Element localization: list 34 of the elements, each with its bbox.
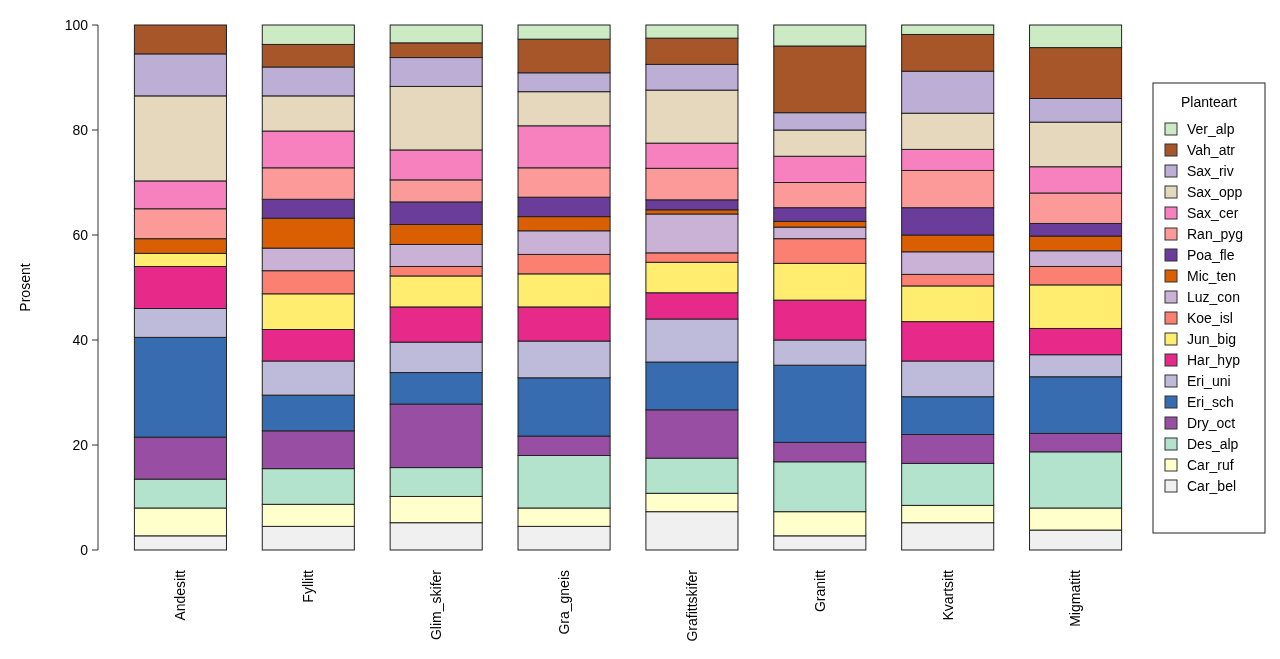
x-tick-label: Migmatitt (1067, 569, 1084, 627)
legend-label: Poa_fle (1187, 246, 1235, 263)
y-tick-label: 100 (64, 16, 89, 33)
legend-label: Eri_uni (1187, 372, 1231, 389)
x-tick-label: Gra_gneis (555, 570, 572, 635)
legend-label: Ran_pyg (1187, 225, 1244, 242)
legend-label: Eri_sch (1187, 393, 1234, 410)
text: Car_bel (1187, 477, 1237, 494)
y-tick-label: 40 (72, 331, 89, 348)
legend-label: Sax_opp (1187, 183, 1243, 200)
legend-label: Sax_cer (1187, 204, 1239, 221)
legend-label: Sax_riv (1187, 162, 1234, 179)
x-tick-label: Grafittskifer (683, 569, 700, 642)
legend-label: Luz_con (1187, 288, 1240, 305)
legend-label: Des_alp (1187, 435, 1239, 452)
legend-label: Jun_big (1187, 330, 1237, 347)
y-tick-label: 80 (72, 121, 89, 138)
y-tick-label: 0 (80, 541, 89, 558)
y-tick-label: 60 (72, 226, 89, 243)
legend-label: Dry_oct (1187, 414, 1236, 431)
legend-label: Vah_atr (1187, 141, 1236, 158)
x-tick-label: Kvartsitt (939, 569, 956, 621)
legend-label: Car_ruf (1187, 456, 1234, 473)
x-tick-label: Fyllitt (300, 569, 317, 603)
y-tick-label: 20 (72, 436, 89, 453)
legend-label: Koe_isl (1187, 309, 1233, 326)
legend-title: Planteart (1180, 94, 1238, 110)
legend-label: Har_hyp (1187, 351, 1241, 368)
legend-label: Ver_alp (1187, 120, 1235, 137)
y-axis-title: Prosent (17, 263, 33, 312)
x-tick-label: Glim_skifer (428, 569, 445, 641)
legend-label: Mic_ten (1187, 267, 1237, 284)
x-tick-label: Granitt (811, 569, 828, 613)
x-tick-label: Andesitt (172, 569, 189, 621)
